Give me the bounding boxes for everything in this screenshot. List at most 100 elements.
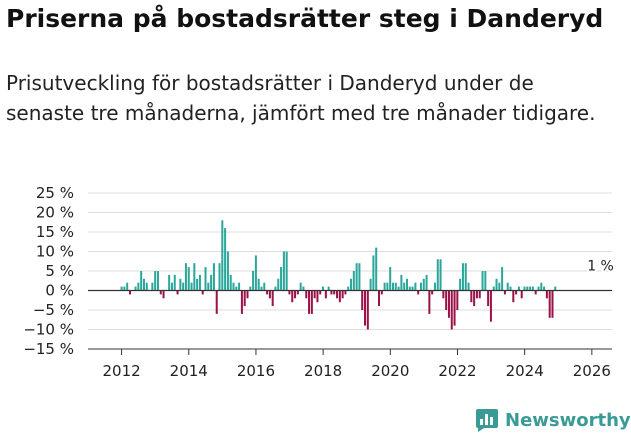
bar (378, 290, 381, 307)
bar (162, 290, 165, 299)
bar (313, 290, 316, 299)
bar (238, 282, 241, 291)
bar (187, 267, 190, 291)
bar (548, 290, 551, 318)
bar (201, 290, 204, 295)
bar (285, 251, 288, 291)
bar (232, 282, 235, 291)
bar (257, 278, 260, 291)
bar (274, 286, 277, 291)
bar (344, 290, 347, 295)
bar (400, 274, 403, 291)
bar (481, 271, 484, 291)
bar (207, 282, 210, 291)
bar (319, 290, 322, 295)
bar (405, 278, 408, 291)
bar (196, 278, 199, 291)
bar (531, 286, 534, 291)
bar (498, 282, 501, 291)
bar (263, 282, 266, 291)
bar (545, 290, 548, 299)
x-tick-label: 2024 (506, 362, 544, 380)
bar (123, 286, 126, 291)
bar (182, 282, 185, 291)
bar (461, 263, 464, 291)
bar (431, 290, 434, 295)
bar (358, 263, 361, 291)
bar (350, 278, 353, 291)
bar (168, 274, 171, 291)
y-tick-label: 0 % (45, 282, 74, 300)
bar (176, 290, 179, 295)
bar (154, 271, 157, 291)
bar (291, 290, 294, 303)
bar (282, 251, 285, 291)
bar (439, 259, 442, 291)
bar (243, 290, 246, 307)
bar (327, 286, 330, 291)
bar (338, 290, 341, 303)
y-tick-label: 20 % (36, 204, 74, 222)
bar (478, 290, 481, 299)
bar (226, 251, 229, 291)
bar (316, 290, 319, 303)
bar (355, 263, 358, 291)
x-tick-label: 2012 (102, 362, 140, 380)
x-tick-label: 2014 (170, 362, 208, 380)
bar (397, 286, 400, 291)
bar (487, 290, 490, 307)
bar (442, 290, 445, 299)
bar (254, 255, 257, 291)
bar (128, 290, 131, 295)
bar (204, 267, 207, 291)
y-tick-label: 15 % (36, 223, 74, 241)
bar (403, 282, 406, 291)
bar (151, 282, 154, 291)
annotation: 1 % (586, 257, 616, 276)
chart-subtitle: Prisutveckling för bostadsrätter i Dande… (6, 71, 596, 125)
brand-logo: Newsworthy (475, 408, 631, 432)
bar (419, 282, 422, 291)
grid-lines (88, 192, 612, 350)
x-tick-label: 2020 (371, 362, 409, 380)
bar (347, 286, 350, 291)
bar (551, 290, 554, 318)
bar (179, 278, 182, 291)
bar (414, 282, 417, 291)
bar (271, 290, 274, 307)
bar (210, 274, 213, 291)
bar (366, 290, 369, 330)
y-tick-label: −5 % (33, 301, 74, 319)
bar (391, 282, 394, 291)
bar (386, 282, 389, 291)
brand-name: Newsworthy (505, 409, 631, 431)
bar (453, 290, 456, 326)
bar (467, 282, 470, 291)
x-tick-label: 2026 (573, 362, 611, 380)
bar (330, 290, 333, 295)
bar (170, 282, 173, 291)
bars (88, 220, 612, 330)
bar (495, 278, 498, 291)
bar (145, 282, 148, 291)
bar (523, 286, 526, 291)
bar (492, 286, 495, 291)
bar (296, 290, 299, 295)
bar (224, 228, 227, 291)
annotation-label: 1 % (587, 259, 614, 275)
bar (310, 290, 313, 314)
bar (436, 259, 439, 291)
bar (509, 286, 512, 291)
bar (473, 290, 476, 307)
chart-title: Priserna på bostadsrätter steg i Dandery… (6, 4, 604, 33)
bar (305, 290, 308, 299)
bar (408, 286, 411, 291)
bar (333, 290, 336, 295)
bar (515, 290, 518, 295)
y-tick-label: 5 % (45, 262, 74, 280)
x-tick-label: 2018 (304, 362, 342, 380)
y-tick-label: −15 % (23, 340, 74, 358)
bar (156, 271, 159, 291)
bar (450, 290, 453, 330)
